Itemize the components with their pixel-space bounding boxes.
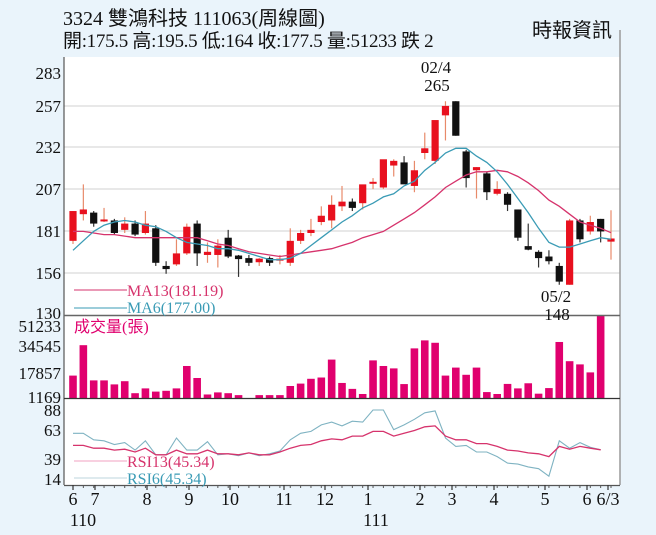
price-tick-label: 207 bbox=[36, 180, 62, 199]
rsi-tick-label: 88 bbox=[44, 401, 61, 420]
price-tick-label: 181 bbox=[36, 222, 62, 241]
x-tick-label: 11 bbox=[275, 489, 292, 509]
low-value-label: 148 bbox=[544, 305, 570, 324]
x-tick-label: 12 bbox=[316, 489, 334, 509]
x-tick-label: 6 bbox=[583, 489, 592, 509]
volume-tick-label: 51233 bbox=[19, 317, 62, 336]
x-tick-label: 8 bbox=[143, 489, 152, 509]
x-tick-label: 6/3 bbox=[596, 489, 619, 509]
rsi-tick-label: 63 bbox=[44, 421, 61, 440]
x-tick-label: 3 bbox=[448, 489, 457, 509]
price-tick-label: 283 bbox=[36, 64, 62, 83]
high-value-label: 265 bbox=[424, 76, 450, 95]
x-year-label: 111 bbox=[363, 510, 389, 530]
price-tick-label: 130 bbox=[36, 304, 62, 323]
ma13-line bbox=[73, 169, 612, 258]
source-label: 時報資訊 bbox=[532, 20, 612, 42]
ma13-legend: MA13(181.19) bbox=[127, 283, 223, 300]
volume-tick-label: 17857 bbox=[19, 364, 62, 383]
x-tick-label: 5 bbox=[541, 489, 550, 509]
price-tick-label: 156 bbox=[36, 264, 62, 283]
rsi-tick-label: 14 bbox=[44, 470, 62, 489]
rsi-panel bbox=[64, 399, 620, 485]
price-tick-label: 232 bbox=[36, 138, 62, 157]
price-tick-label: 257 bbox=[36, 97, 62, 116]
ohlc-summary: 開:175.5 高:195.5 低:164 收:177.5 量:51233 跌 … bbox=[63, 31, 434, 52]
rsi6-legend: RSI6(45.34) bbox=[127, 471, 207, 488]
volume-tick-label: 34545 bbox=[19, 337, 62, 356]
high-date-label: 02/4 bbox=[421, 58, 452, 77]
x-year-label: 110 bbox=[70, 510, 96, 530]
chart-title: 3324 雙鴻科技 111063(周線圖) bbox=[63, 8, 325, 30]
x-tick-label: 9 bbox=[185, 489, 194, 509]
rsi13-legend: RSI13(45.34) bbox=[127, 454, 215, 471]
rsi13-line bbox=[73, 425, 601, 458]
low-date-label: 05/2 bbox=[541, 287, 571, 306]
x-tick-label: 1 bbox=[364, 489, 373, 509]
x-tick-label: 2 bbox=[416, 489, 425, 509]
ma6-line bbox=[72, 147, 612, 261]
x-tick-label: 4 bbox=[490, 489, 499, 509]
ma6-legend: MA6(177.00) bbox=[127, 300, 215, 317]
x-tick-label: 10 bbox=[221, 489, 239, 509]
x-tick-label: 7 bbox=[91, 489, 100, 509]
volume-title: 成交量(張) bbox=[74, 318, 149, 336]
volume-bars bbox=[69, 316, 605, 398]
rsi-tick-label: 39 bbox=[44, 450, 61, 469]
volume-tick-label: 1169 bbox=[28, 388, 61, 407]
x-tick-label: 6 bbox=[69, 489, 78, 509]
